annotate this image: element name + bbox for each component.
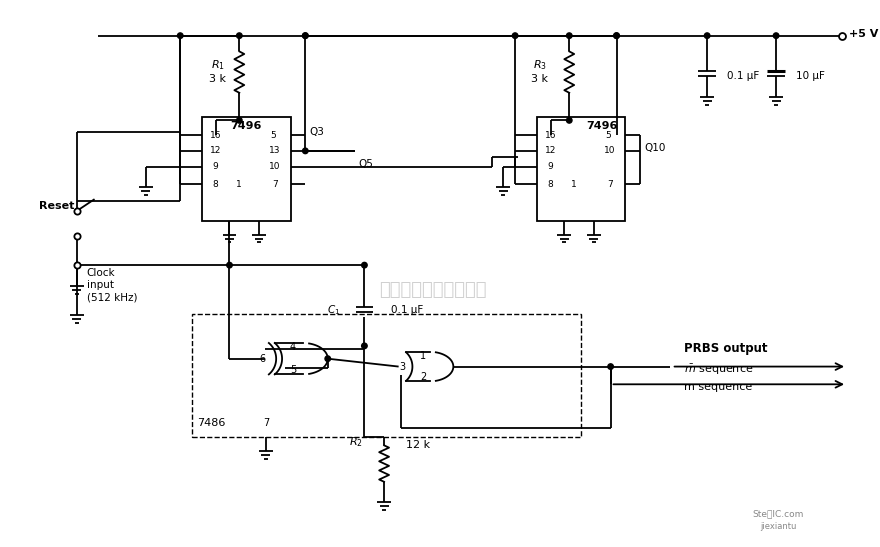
Text: 2: 2: [421, 373, 427, 382]
Text: 4: 4: [290, 342, 296, 352]
Text: 1: 1: [571, 180, 577, 189]
Circle shape: [774, 33, 779, 38]
Circle shape: [303, 148, 308, 154]
Text: $R_3$: $R_3$: [532, 59, 546, 72]
Text: Q5: Q5: [358, 159, 373, 168]
Text: $\bar{m}$ sequence: $\bar{m}$ sequence: [685, 363, 754, 377]
Circle shape: [303, 33, 308, 38]
Text: 13: 13: [269, 147, 281, 155]
Text: Ste之IC.com: Ste之IC.com: [752, 510, 803, 519]
Text: $R_2$: $R_2$: [348, 435, 363, 449]
Circle shape: [567, 33, 572, 38]
Circle shape: [237, 118, 242, 123]
Circle shape: [227, 263, 232, 268]
Text: 7486: 7486: [197, 418, 225, 428]
Text: 7496: 7496: [231, 121, 262, 131]
Text: 8: 8: [547, 180, 554, 189]
Text: 杭州将睿科技有限公司: 杭州将睿科技有限公司: [379, 281, 488, 299]
Text: jiexiantu: jiexiantu: [759, 522, 796, 531]
Bar: [537, 118, 626, 221]
Circle shape: [178, 33, 183, 38]
Text: 5: 5: [290, 365, 297, 375]
Bar: [192, 315, 581, 438]
Circle shape: [237, 33, 242, 38]
Text: 3: 3: [400, 362, 406, 371]
Text: 12: 12: [545, 147, 556, 155]
Bar: [202, 118, 290, 221]
Text: Q3: Q3: [309, 127, 324, 137]
Text: 9: 9: [213, 162, 218, 171]
Circle shape: [362, 343, 367, 348]
Text: 0.1 µF: 0.1 µF: [391, 305, 423, 316]
Text: 12: 12: [210, 147, 222, 155]
Text: 3 k: 3 k: [209, 74, 226, 84]
Text: 1: 1: [421, 351, 427, 360]
Circle shape: [303, 33, 308, 38]
Text: $C_1$: $C_1$: [326, 304, 340, 317]
Text: 16: 16: [210, 131, 222, 139]
Circle shape: [704, 33, 710, 38]
Circle shape: [325, 356, 331, 362]
Text: 10 µF: 10 µF: [796, 71, 825, 81]
Circle shape: [613, 33, 620, 38]
Text: 10: 10: [604, 147, 615, 155]
Text: 16: 16: [545, 131, 556, 139]
Text: 7: 7: [272, 180, 278, 189]
Text: 7496: 7496: [586, 121, 618, 131]
Text: 5: 5: [270, 131, 275, 139]
Text: 0.1 µF: 0.1 µF: [727, 71, 759, 81]
Text: Clock: Clock: [86, 268, 115, 278]
Text: 3 k: 3 k: [532, 74, 548, 84]
Text: 1: 1: [237, 180, 242, 189]
Text: (512 kHz): (512 kHz): [86, 293, 137, 302]
Circle shape: [512, 33, 517, 38]
Text: 9: 9: [547, 162, 554, 171]
Circle shape: [567, 118, 572, 123]
Text: 12 k: 12 k: [406, 440, 430, 450]
Text: 5: 5: [605, 131, 611, 139]
Text: 10: 10: [269, 162, 281, 171]
Text: 7: 7: [263, 418, 269, 428]
Text: PRBS output: PRBS output: [685, 342, 768, 356]
Circle shape: [613, 33, 620, 38]
Text: input: input: [86, 280, 114, 290]
Text: +5 V: +5 V: [849, 28, 878, 39]
Circle shape: [608, 364, 613, 369]
Circle shape: [362, 263, 367, 268]
Text: 7: 7: [606, 180, 612, 189]
Text: 8: 8: [213, 180, 218, 189]
Text: Q10: Q10: [644, 143, 665, 153]
Text: $R_1$: $R_1$: [210, 59, 224, 72]
Text: Reset: Reset: [40, 201, 75, 211]
Text: 6: 6: [260, 354, 266, 364]
Text: m sequence: m sequence: [685, 382, 752, 392]
